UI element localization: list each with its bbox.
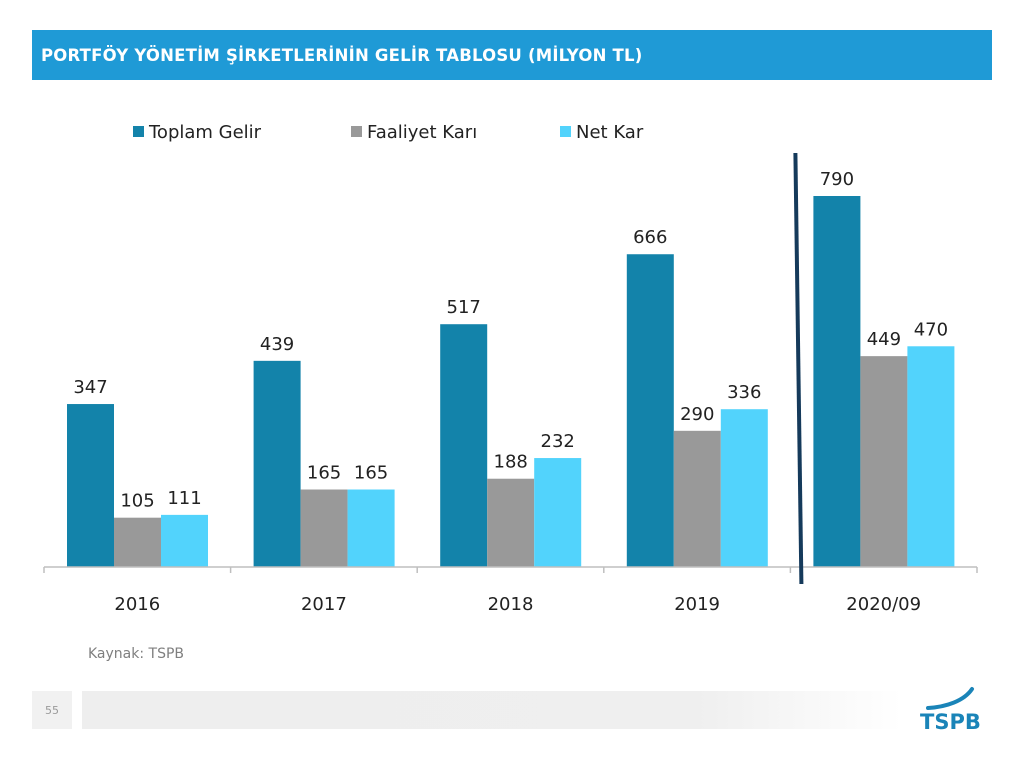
data-label: 165	[307, 463, 341, 484]
legend-swatch	[560, 126, 571, 137]
category-label: 2019	[674, 594, 720, 615]
period-separator-line	[793, 152, 804, 585]
data-label: 470	[914, 319, 948, 340]
svg-text:TSPB: TSPB	[920, 710, 981, 734]
bar-2018-2	[534, 458, 582, 567]
page-title-bar: PORTFÖY YÖNETİM ŞİRKETLERİNİN GELİR TABL…	[32, 30, 992, 80]
bar-2020/09-0	[813, 196, 861, 567]
bar-2017-1	[300, 489, 348, 567]
bar-2019-1	[673, 430, 721, 567]
data-label: 790	[820, 169, 854, 190]
bar-2016-0	[67, 404, 114, 567]
data-label: 165	[354, 463, 388, 484]
legend-label: Net Kar	[576, 122, 644, 143]
legend-swatch	[133, 126, 144, 137]
data-label: 439	[260, 334, 294, 355]
tspb-logo: TSPB	[920, 687, 981, 734]
category-label: 2020/09	[846, 594, 921, 615]
data-label: 111	[167, 488, 201, 509]
data-label: 336	[727, 382, 761, 403]
data-label: 290	[680, 404, 714, 425]
data-label: 517	[447, 297, 481, 318]
footer-bar	[82, 691, 902, 729]
bar-2017-0	[253, 360, 301, 567]
bar-2019-0	[626, 254, 674, 567]
bar-2018-1	[487, 478, 535, 567]
data-label: 188	[494, 452, 528, 473]
data-label: 347	[73, 377, 107, 398]
legend-label: Toplam Gelir	[148, 122, 262, 143]
category-label: 2017	[301, 594, 347, 615]
data-label: 449	[867, 329, 901, 350]
bar-2016-1	[114, 517, 161, 567]
bar-2020/09-1	[860, 356, 908, 567]
bar-2017-2	[347, 489, 395, 567]
bar-2018-0	[440, 324, 488, 567]
bar-2020/09-2	[907, 346, 955, 567]
bar-2016-2	[161, 514, 208, 567]
category-label: 2016	[114, 594, 160, 615]
category-label: 2018	[488, 594, 534, 615]
data-label: 105	[120, 491, 154, 512]
data-label: 666	[633, 227, 667, 248]
bar-2019-2	[720, 409, 768, 567]
data-label: 232	[541, 431, 575, 452]
legend-swatch	[351, 126, 362, 137]
source-note: Kaynak: TSPB	[88, 646, 185, 662]
page-title: PORTFÖY YÖNETİM ŞİRKETLERİNİN GELİR TABL…	[41, 45, 643, 65]
legend-label: Faaliyet Karı	[367, 122, 477, 143]
page-number: 55	[32, 691, 72, 729]
